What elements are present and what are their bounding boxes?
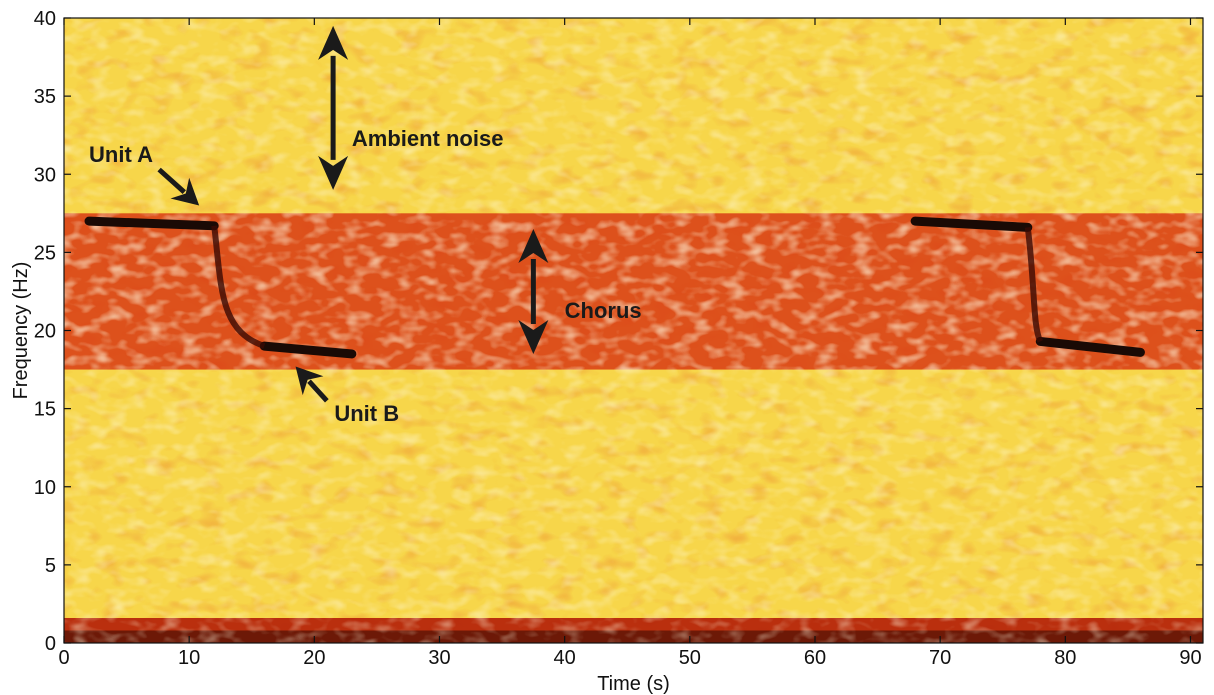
unit-b-arrow-head bbox=[295, 366, 324, 396]
unit-a-call-1 bbox=[84, 216, 219, 231]
annotations: Ambient noise Chorus Unit A Unit B bbox=[89, 25, 642, 426]
y-tick-label: 15 bbox=[34, 399, 56, 421]
ambient-noise-arrow-head-down bbox=[318, 155, 349, 190]
x-tick-label: 40 bbox=[554, 647, 576, 669]
y-tick-label: 35 bbox=[34, 86, 56, 108]
y-tick-label: 20 bbox=[34, 321, 56, 343]
unit-a-arrow-head bbox=[170, 177, 200, 206]
y-tick-label: 5 bbox=[45, 555, 56, 577]
ambient-noise-arrow-head-up bbox=[318, 25, 349, 60]
x-tick-label: 20 bbox=[303, 647, 325, 669]
x-tick-label: 70 bbox=[929, 647, 951, 669]
unit-b-call-2 bbox=[1035, 336, 1145, 357]
unit-b-call-1 bbox=[259, 341, 357, 359]
x-tick-label: 50 bbox=[679, 647, 701, 669]
unit-a-arrow-shaft bbox=[157, 167, 186, 195]
axes: 0 10 20 30 40 50 60 70 80 90 0 5 10 15 20 25 30 35 40 bbox=[34, 8, 1204, 669]
y-tick-label: 25 bbox=[34, 242, 56, 264]
x-tick-label: 0 bbox=[58, 647, 69, 669]
downsweep-2 bbox=[1024, 227, 1044, 343]
ambient-noise-label: Ambient noise bbox=[352, 126, 504, 151]
unit-b-label: Unit B bbox=[334, 401, 399, 426]
y-tick-label: 0 bbox=[45, 633, 56, 655]
chorus-arrow-head-down bbox=[518, 319, 549, 354]
x-tick-label: 90 bbox=[1179, 647, 1201, 669]
speckle-texture bbox=[64, 18, 1203, 643]
chorus-arrow-head-up bbox=[518, 228, 549, 263]
y-axis-label: Frequency (Hz) bbox=[10, 262, 32, 400]
y-tick-label: 30 bbox=[34, 164, 56, 186]
y-tick-label: 10 bbox=[34, 477, 56, 499]
x-tick-label: 60 bbox=[804, 647, 826, 669]
x-axis-label: Time (s) bbox=[597, 673, 670, 695]
unit-a-label: Unit A bbox=[89, 142, 153, 167]
chorus-label: Chorus bbox=[565, 298, 642, 323]
unit-b-arrow-shaft bbox=[307, 379, 329, 403]
unit-a-call-2 bbox=[910, 216, 1033, 232]
x-tick-label: 80 bbox=[1054, 647, 1076, 669]
downsweep-1 bbox=[211, 225, 266, 349]
x-tick-label: 10 bbox=[178, 647, 200, 669]
plot-area bbox=[64, 18, 1203, 643]
y-tick-label: 40 bbox=[34, 8, 56, 30]
x-tick-label: 30 bbox=[428, 647, 450, 669]
